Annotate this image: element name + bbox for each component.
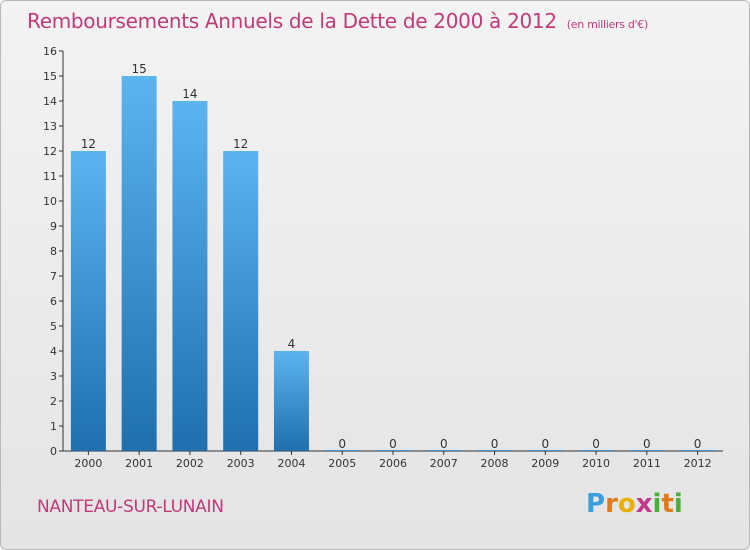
y-tick-label: 5 xyxy=(50,320,57,333)
chart-title-text: Remboursements Annuels de la Dette de 20… xyxy=(27,9,557,33)
y-tick-label: 10 xyxy=(43,195,57,208)
y-tick-label: 13 xyxy=(43,120,57,133)
x-tick-label: 2002 xyxy=(176,457,204,470)
chart-axes xyxy=(62,51,723,452)
data-label: 12 xyxy=(233,137,248,151)
data-label: 0 xyxy=(541,437,549,451)
x-tick-label: 2011 xyxy=(633,457,661,470)
x-tick-label: 2008 xyxy=(481,457,509,470)
data-label: 0 xyxy=(491,437,499,451)
y-tick-label: 4 xyxy=(50,345,57,358)
bar-2011 xyxy=(629,450,665,451)
y-tick-label: 12 xyxy=(43,145,57,158)
x-tick-label: 2000 xyxy=(74,457,102,470)
y-tick-label: 0 xyxy=(50,445,57,458)
y-tick-label: 14 xyxy=(43,95,57,108)
proxiti-logo: Proxiti xyxy=(586,489,683,519)
y-tick-label: 1 xyxy=(50,420,57,433)
y-tick-label: 16 xyxy=(43,45,57,58)
commune-name: NANTEAU-SUR-LUNAIN xyxy=(37,497,224,517)
y-tick-label: 2 xyxy=(50,395,57,408)
bar-2012 xyxy=(680,450,716,451)
bar-2001 xyxy=(121,76,157,451)
data-label: 0 xyxy=(440,437,448,451)
bar-2010 xyxy=(578,450,614,451)
bar-2004 xyxy=(273,351,309,451)
bar-2003 xyxy=(223,151,259,451)
x-tick-label: 2012 xyxy=(684,457,712,470)
x-tick-label: 2007 xyxy=(430,457,458,470)
y-tick-label: 8 xyxy=(50,245,57,258)
x-tick-label: 2004 xyxy=(277,457,305,470)
x-axis-labels: 2000 2001 2002 2003 2004 2005 2006 2007 2008 2009… xyxy=(74,451,712,470)
data-label: 0 xyxy=(389,437,397,451)
data-label: 15 xyxy=(132,62,147,76)
bar-2009 xyxy=(527,450,563,451)
y-tick-label: 9 xyxy=(50,220,57,233)
bar-series xyxy=(70,76,716,451)
chart-title: Remboursements Annuels de la Dette de 20… xyxy=(27,9,648,33)
x-tick-label: 2001 xyxy=(125,457,153,470)
y-tick-label: 6 xyxy=(50,295,57,308)
y-tick-label: 11 xyxy=(43,170,57,183)
data-label: 4 xyxy=(288,337,296,351)
data-label: 0 xyxy=(643,437,651,451)
x-tick-label: 2010 xyxy=(582,457,610,470)
bar-2008 xyxy=(477,450,513,451)
x-tick-label: 2003 xyxy=(227,457,255,470)
data-labels: 12 15 14 12 4 0 0 0 0 0 0 0 0 xyxy=(81,62,702,451)
data-label: 0 xyxy=(694,437,702,451)
data-label: 0 xyxy=(592,437,600,451)
bar-2002 xyxy=(172,101,208,451)
bar-2005 xyxy=(324,450,360,451)
bar-2000 xyxy=(70,151,106,451)
y-tick-label: 15 xyxy=(43,70,57,83)
data-label: 12 xyxy=(81,137,96,151)
y-tick-label: 3 xyxy=(50,370,57,383)
bar-2007 xyxy=(426,450,462,451)
x-tick-label: 2009 xyxy=(531,457,559,470)
x-tick-label: 2005 xyxy=(328,457,356,470)
data-label: 14 xyxy=(182,87,197,101)
bar-2006 xyxy=(375,450,411,451)
y-tick-label: 7 xyxy=(50,270,57,283)
data-label: 0 xyxy=(338,437,346,451)
chart-unit-label: (en milliers d'€) xyxy=(566,18,648,31)
x-tick-label: 2006 xyxy=(379,457,407,470)
